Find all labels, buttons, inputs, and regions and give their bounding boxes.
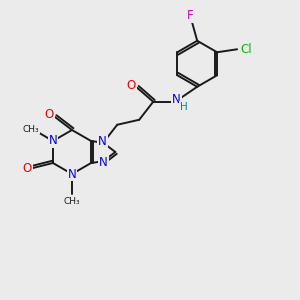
Text: N: N bbox=[98, 135, 106, 148]
Text: CH₃: CH₃ bbox=[22, 124, 39, 134]
Text: Cl: Cl bbox=[240, 43, 252, 56]
Text: H: H bbox=[180, 102, 188, 112]
Text: O: O bbox=[127, 79, 136, 92]
Text: N: N bbox=[99, 156, 108, 169]
Text: N: N bbox=[49, 134, 57, 148]
Text: N: N bbox=[68, 167, 76, 181]
Text: CH₃: CH₃ bbox=[64, 197, 80, 206]
Text: F: F bbox=[187, 9, 194, 22]
Text: O: O bbox=[44, 109, 54, 122]
Text: O: O bbox=[22, 161, 32, 175]
Text: N: N bbox=[172, 93, 181, 106]
